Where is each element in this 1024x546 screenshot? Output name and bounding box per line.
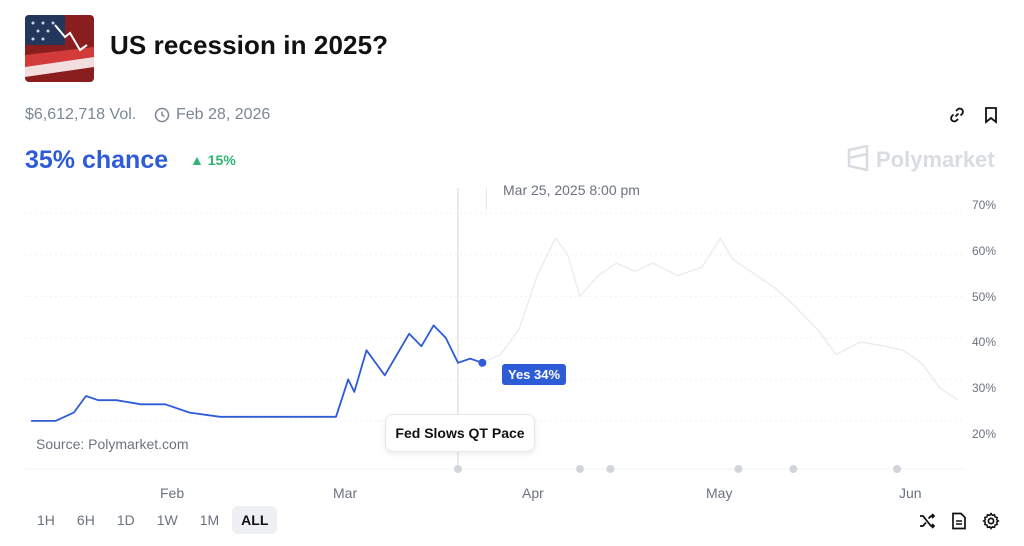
arrow-up-icon: ▲ [190, 152, 204, 168]
range-6h[interactable]: 6H [76, 512, 95, 528]
volume-text: $6,612,718 Vol. [25, 106, 137, 123]
range-1w[interactable]: 1W [156, 512, 178, 528]
event-marker-4 [789, 465, 798, 473]
brand-watermark: Polymarket [846, 144, 995, 173]
y-tick-30: 30% [972, 381, 997, 395]
series-line-1 [482, 237, 959, 401]
event-annotation[interactable]: Fed Slows QT Pace [385, 414, 535, 452]
time-range-selector: 1H 6H 1D 1W 1M ALL [28, 506, 278, 534]
range-1d[interactable]: 1D [116, 512, 135, 528]
source-label: Source: Polymarket.com [30, 434, 195, 454]
y-tick-20: 20% [972, 427, 997, 441]
y-tick-50: 50% [972, 290, 997, 304]
month-label-may: May [706, 485, 733, 501]
month-label-mar: Mar [333, 485, 358, 501]
chart-svg[interactable] [0, 180, 1024, 500]
polymarket-logo-icon [847, 144, 869, 172]
event-marker-1 [575, 465, 584, 473]
event-marker-3 [734, 465, 743, 473]
y-tick-40: 40% [972, 335, 997, 349]
market-title: US recession in 2025? [110, 30, 389, 60]
clock-icon [154, 107, 170, 128]
document-icon[interactable] [948, 510, 970, 532]
flag-thumbnail-icon [25, 15, 94, 82]
month-label-jun: Jun [899, 485, 922, 501]
range-all[interactable]: ALL [232, 506, 278, 534]
chance-value: 35% chance [25, 146, 169, 174]
hover-timestamp: Mar 25, 2025 8:00 pm [503, 182, 640, 198]
event-marker-5 [893, 465, 902, 473]
end-date: Feb 28, 2026 [176, 106, 271, 123]
event-marker-2 [606, 465, 615, 473]
y-tick-70: 70% [972, 198, 997, 212]
delta-value: 15% [207, 152, 236, 168]
event-marker-0 [453, 465, 462, 473]
range-1h[interactable]: 1H [37, 512, 55, 528]
current-point-marker [478, 358, 487, 367]
month-label-apr: Apr [522, 485, 544, 501]
hover-value-label: Yes 34% [502, 364, 567, 385]
range-1m[interactable]: 1M [199, 512, 220, 528]
market-thumbnail [25, 15, 94, 82]
brand-name: Polymarket [876, 147, 995, 172]
month-label-feb: Feb [160, 485, 185, 501]
chance-delta: ▲ 15% [190, 152, 236, 168]
settings-icon[interactable] [980, 510, 1002, 532]
link-icon[interactable] [946, 104, 968, 126]
y-tick-60: 60% [972, 244, 997, 258]
price-chart[interactable] [0, 180, 1024, 500]
bookmark-icon[interactable] [980, 104, 1002, 126]
shuffle-icon[interactable] [916, 510, 938, 532]
series-line-0 [31, 324, 483, 422]
